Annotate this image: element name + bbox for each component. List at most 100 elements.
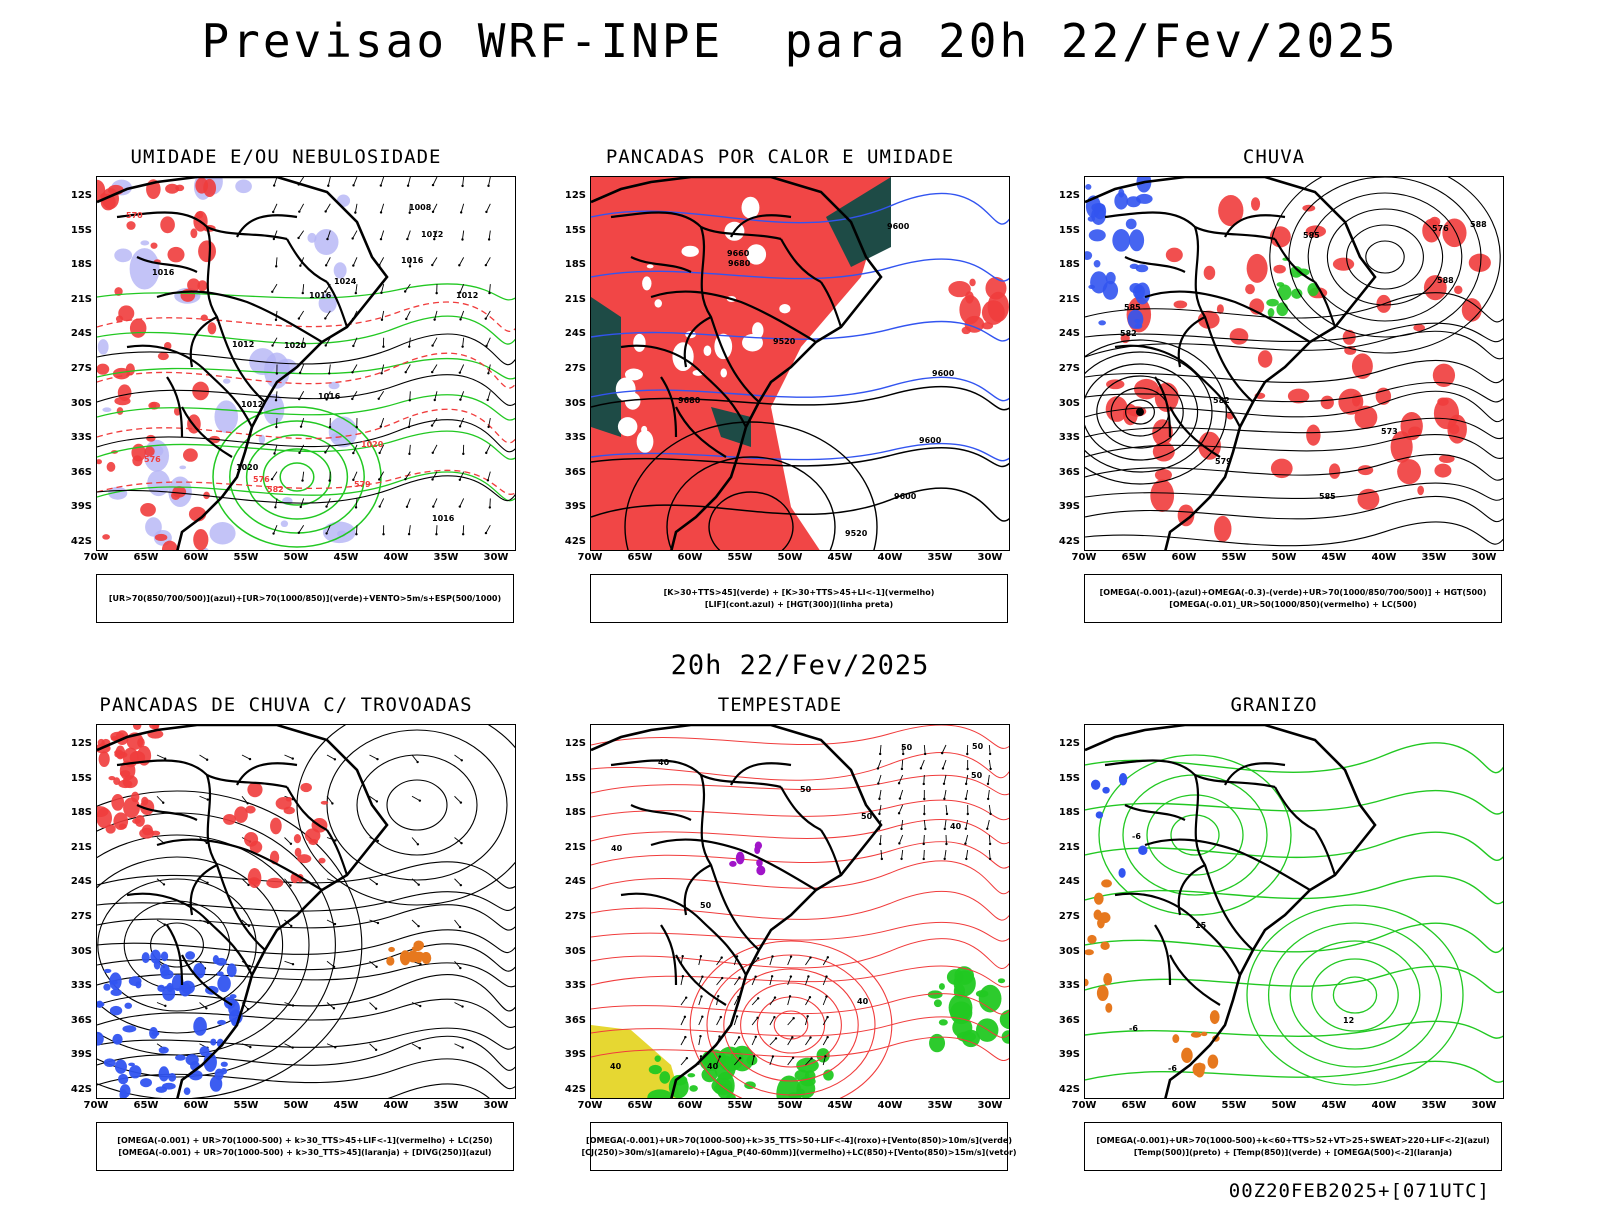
lon-tick: 35W [1414,1100,1454,1111]
lon-tick: 40W [376,552,416,563]
field-shading [386,940,431,965]
lon-tick: 70W [1064,1100,1104,1111]
contour-label: 12 [1343,1016,1354,1025]
panel-title: PANCADAS POR CALOR E UMIDADE [550,146,1010,168]
field-shading [97,950,243,1099]
panel-legend: [OMEGA(-0.001) + UR>70(1000-500) + k>30_… [96,1122,514,1171]
panel-legend: [OMEGA(-0.001)-(azul)+OMEGA(-0.3)-(verde… [1084,574,1502,623]
lat-tick: 24S [1044,328,1080,339]
lon-tick: 50W [276,1100,316,1111]
lat-tick: 42S [550,536,586,547]
lat-tick: 36S [1044,467,1080,478]
field-shading [948,277,1009,334]
lat-tick: 18S [56,259,92,270]
lat-tick: 27S [550,363,586,374]
contour-label: 1012 [241,400,263,409]
legend-line: [OMEGA(-0.001)+UR>70(1000-500)+k<60+TTS>… [1096,1135,1489,1147]
lat-tick: 12S [550,738,586,749]
lat-tick: 27S [56,363,92,374]
lon-tick: 70W [76,552,116,563]
lon-tick: 45W [820,1100,860,1111]
lat-tick: 15S [1044,773,1080,784]
lon-tick: 30W [970,552,1010,563]
panel-title: GRANIZO [1044,694,1504,716]
lon-tick: 50W [770,552,810,563]
contour-label: 1016 [309,291,332,300]
lat-tick: 30S [56,946,92,957]
lon-tick: 65W [620,552,660,563]
lat-tick: 21S [550,842,586,853]
contour-label: 9600 [887,222,910,231]
lat-tick: 42S [1044,536,1080,547]
contour-label: 9600 [919,436,942,445]
contour-label: 9680 [728,259,751,268]
lon-tick: 65W [620,1100,660,1111]
lon-tick: 55W [1214,1100,1254,1111]
lat-tick: 39S [550,1049,586,1060]
contour-label: 1024 [334,277,357,286]
lon-tick: 45W [1314,1100,1354,1111]
contour-label: 50 [901,743,913,752]
lat-tick: 24S [550,328,586,339]
lat-tick: 27S [1044,363,1080,374]
contour-label: 585 [1319,492,1336,501]
contour-label: 1016 [318,392,341,401]
contour-label: 9520 [773,337,796,346]
lon-tick: 60W [176,552,216,563]
lat-tick: 24S [550,876,586,887]
contour-label: 9600 [932,369,955,378]
lon-tick: 35W [920,1100,960,1111]
lat-tick: 39S [1044,501,1080,512]
contour-label: 1020 [361,440,384,449]
lat-tick: 21S [550,294,586,305]
lon-tick: 35W [1414,552,1454,563]
panel-legend: [OMEGA(-0.001)+UR>70(1000-500)+k<60+TTS>… [1084,1122,1502,1171]
lon-tick: 30W [1464,552,1504,563]
panel-title: CHUVA [1044,146,1504,168]
contour-label: 40 [857,997,869,1006]
lon-tick: 70W [570,1100,610,1111]
lon-tick: 45W [820,552,860,563]
lat-tick: 12S [56,190,92,201]
contour-label: -6 [1129,1024,1138,1033]
field-shading [1172,1010,1219,1077]
contour-label: 582 [267,485,284,494]
lon-tick: 50W [1264,552,1304,563]
contour-label: 9600 [894,492,917,501]
contour-label: -6 [1168,1064,1177,1073]
lon-tick: 65W [1114,552,1154,563]
lat-tick: 18S [1044,259,1080,270]
lon-tick: 55W [226,552,266,563]
lon-tick: 60W [670,552,710,563]
lat-tick: 30S [1044,946,1080,957]
legend-line: [Temp(500)](preto) + [Temp(850)](verde) … [1134,1147,1452,1159]
contour-label: 40 [658,758,670,767]
panel-title: PANCADAS DE CHUVA C/ TROVOADAS [56,694,516,716]
contour-label: 582 [1120,329,1137,338]
lon-tick: 50W [770,1100,810,1111]
field-shading [928,966,1010,1052]
lon-tick: 60W [176,1100,216,1111]
contour-label: 50 [971,771,983,780]
contour-label: 9520 [845,529,868,538]
lon-tick: 55W [226,1100,266,1111]
lon-tick: 30W [476,552,516,563]
lat-tick: 27S [1044,911,1080,922]
lat-tick: 30S [56,398,92,409]
lon-tick: 35W [426,552,466,563]
jet-stream-area [591,1025,681,1099]
weather-map [96,724,516,1099]
contour-label: 576 [144,455,161,464]
lat-tick: 42S [56,1084,92,1095]
lon-tick: 60W [670,1100,710,1111]
coastline [97,725,387,1099]
coastline [1085,725,1375,1099]
legend-line: [OMEGA(-0.001)+UR>70(1000-500)+k>35_TTS>… [586,1135,1012,1147]
